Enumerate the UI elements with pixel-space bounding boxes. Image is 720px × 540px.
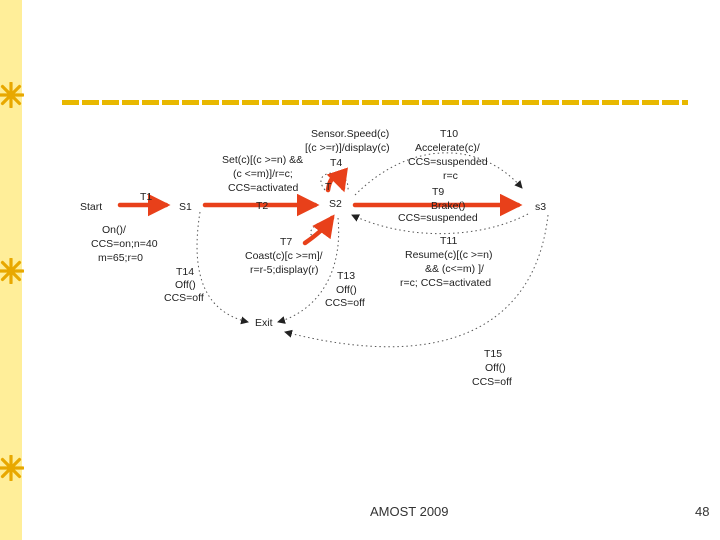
label-t4-action: [(c >=r)]/display(c) (305, 142, 390, 154)
t10-connector (354, 152, 523, 196)
label-t14-ccs: CCS=off (164, 292, 204, 304)
label-t15-event: Off() (485, 362, 506, 374)
label-t15-ccs: CCS=off (472, 376, 512, 388)
sidebar-band (0, 0, 24, 540)
label-t3-guard: Set(c)[(c >=n) && (222, 154, 303, 166)
label-t13: T13 (337, 270, 355, 282)
page-number: 48 (695, 504, 710, 519)
starburst-icon (0, 455, 24, 481)
state-s2: S2 (329, 198, 342, 210)
starburst-icon (0, 258, 24, 284)
label-t3-ccs: CCS=activated (228, 182, 298, 194)
label-t3-action: (c <=m)]/r=c; (233, 168, 293, 180)
state-s3: s3 (535, 201, 546, 213)
label-t1-on: On()/ (102, 224, 126, 236)
label-t10-event: Accelerate(c)/ (415, 142, 480, 154)
label-t5: T (325, 181, 332, 193)
label-t9-event: Brake() (431, 200, 465, 212)
state-s1: S1 (179, 201, 192, 213)
label-t14: T14 (176, 266, 194, 278)
label-t9: T9 (432, 186, 444, 198)
label-t13-ccs: CCS=off (325, 297, 365, 309)
transition-t7-loop-arrow (302, 214, 335, 246)
starburst-icon (0, 82, 24, 108)
label-t2: T2 (256, 200, 268, 212)
label-t11-guard: Resume(c)[(c >=n) (405, 249, 493, 261)
label-t1-ccs: CCS=on;n=40 (91, 238, 158, 250)
footer-conference: AMOST 2009 (370, 504, 449, 519)
label-t7: T7 (280, 236, 292, 248)
label-t1: T1 (140, 191, 152, 203)
label-t7-guard: Coast(c)[c >=m]/ (245, 250, 323, 262)
t14-connector (196, 211, 249, 325)
label-t4: T4 (330, 157, 342, 169)
label-t11: T11 (440, 235, 457, 247)
state-exit: Exit (255, 317, 273, 329)
title-divider (62, 100, 688, 105)
label-t1-init: m=65;r=0 (98, 252, 143, 264)
label-t13-event: Off() (336, 284, 357, 296)
label-t10-action: r=c (443, 170, 458, 182)
label-t11-guard-2: && (c<=m) ]/ (425, 263, 484, 275)
label-t4-event: Sensor.Speed(c) (311, 128, 389, 140)
t15-connector (284, 214, 549, 348)
transition-t4-loop-arrow (325, 167, 348, 193)
label-t10: T10 (440, 128, 458, 140)
label-t7-action: r=r-5;display(r) (250, 264, 319, 276)
label-t14-event: Off() (175, 279, 196, 291)
label-t11-action: r=c; CCS=activated (400, 277, 491, 289)
label-t10-ccs: CCS=suspended (408, 156, 488, 168)
label-t9-ccs: CCS=suspended (398, 212, 478, 224)
label-t15: T15 (484, 348, 502, 360)
state-start: Start (80, 201, 102, 213)
